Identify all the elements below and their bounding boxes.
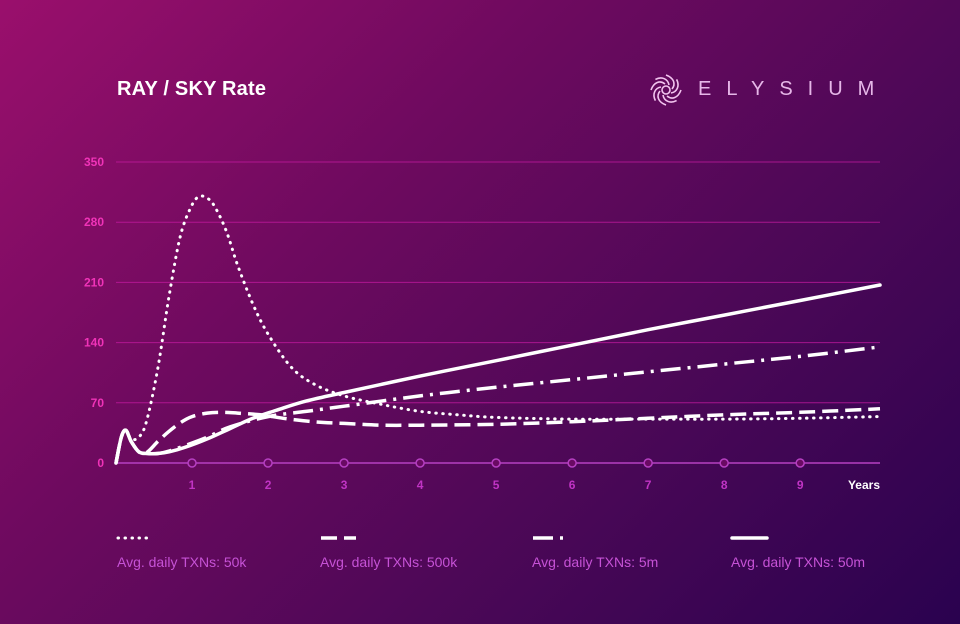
y-tick-label: 210 <box>84 275 104 289</box>
gridlines <box>116 161 880 404</box>
brand-name: ELYSIUM <box>698 78 890 100</box>
x-tick-marker <box>643 458 653 468</box>
y-tick-label: 0 <box>97 456 104 470</box>
y-tick-label: 280 <box>84 215 104 229</box>
legend-label: Avg. daily TXNs: 50m <box>731 554 865 570</box>
x-tick-label: 1 <box>189 478 196 492</box>
x-tick-label: 6 <box>569 478 576 492</box>
brand-logo: ELYSIUM <box>648 70 888 110</box>
x-axis: 1 2 3 4 5 6 7 8 9 Years <box>116 458 880 492</box>
x-tick-label: 3 <box>341 478 348 492</box>
series-line-dash-dot <box>114 345 881 464</box>
x-tick-label: 2 <box>265 478 272 492</box>
y-tick-label: 140 <box>84 336 104 350</box>
x-tick-marker <box>415 458 425 468</box>
x-axis-title: Years <box>848 478 880 492</box>
x-tick-marker <box>567 458 577 468</box>
y-tick-label: 70 <box>91 396 105 410</box>
legend: Avg. daily TXNs: 50k Avg. daily TXNs: 500… <box>116 536 865 570</box>
x-tick-label: 9 <box>797 478 804 492</box>
x-tick-label: 5 <box>493 478 500 492</box>
legend-label: Avg. daily TXNs: 50k <box>117 554 247 570</box>
legend-label: Avg. daily TXNs: 5m <box>532 554 658 570</box>
series-lines <box>114 194 882 465</box>
chart-title: RAY / SKY Rate <box>117 78 267 100</box>
x-tick-marker <box>795 458 805 468</box>
x-tick-label: 4 <box>417 478 424 492</box>
x-tick-marker <box>339 458 349 468</box>
y-axis-ticks: 0 70 140 210 280 350 <box>84 155 104 470</box>
y-tick-label: 350 <box>84 155 104 169</box>
x-tick-label: 7 <box>645 478 652 492</box>
x-tick-marker <box>719 458 729 468</box>
x-tick-marker <box>187 458 197 468</box>
series-line-solid <box>114 283 882 465</box>
x-tick-marker <box>491 458 501 468</box>
x-tick-marker <box>263 458 273 468</box>
elysium-swirl-icon <box>650 74 682 106</box>
series-line-dotted <box>114 194 882 465</box>
legend-label: Avg. daily TXNs: 500k <box>320 554 458 570</box>
x-tick-label: 8 <box>721 478 728 492</box>
